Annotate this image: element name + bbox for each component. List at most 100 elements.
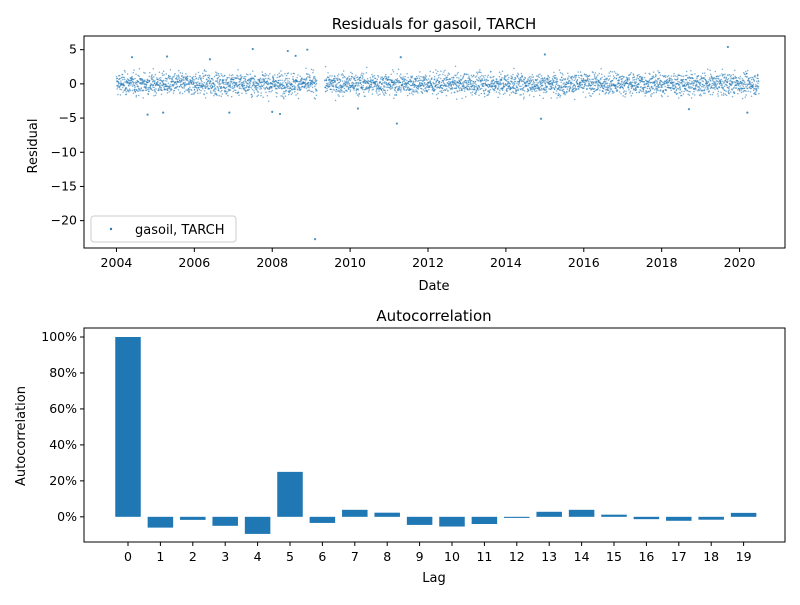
residual-point xyxy=(429,80,432,82)
residual-point xyxy=(282,96,285,99)
residual-point xyxy=(582,78,585,80)
residual-point xyxy=(237,75,239,77)
residual-point xyxy=(517,73,520,76)
residual-point xyxy=(409,79,411,81)
residual-point xyxy=(360,84,363,86)
residual-point xyxy=(615,72,617,75)
residual-point xyxy=(384,73,387,76)
residual-point xyxy=(229,84,232,86)
residual-point xyxy=(375,89,378,91)
residual-point xyxy=(220,91,222,93)
residual-point xyxy=(492,79,495,81)
residual-point xyxy=(362,76,364,78)
residual-point xyxy=(336,83,338,85)
residual-point xyxy=(178,77,180,80)
residual-point xyxy=(540,80,542,82)
residual-point xyxy=(355,74,357,76)
residual-point xyxy=(490,76,492,79)
residual-point xyxy=(230,81,232,84)
residual-point xyxy=(717,81,719,83)
autocorrelation-bar xyxy=(212,516,238,526)
residual-point xyxy=(591,78,593,81)
residual-point xyxy=(422,85,425,88)
residual-point xyxy=(362,73,365,75)
residual-point xyxy=(656,81,658,83)
residual-point xyxy=(288,82,290,85)
residual-point xyxy=(578,76,580,79)
residual-point xyxy=(463,80,465,83)
x-tick-label: 1 xyxy=(156,549,164,564)
residual-point xyxy=(325,90,327,93)
residual-point xyxy=(205,85,208,88)
residual-point xyxy=(671,78,673,81)
residual-point xyxy=(240,76,243,79)
residual-point xyxy=(178,76,180,78)
residual-point xyxy=(170,88,173,91)
residual-point xyxy=(583,80,585,82)
residual-point xyxy=(356,81,358,84)
residual-point xyxy=(154,91,156,93)
residual-point xyxy=(439,90,441,93)
residual-point xyxy=(136,89,138,91)
residual-point xyxy=(223,83,225,85)
residual-point xyxy=(632,74,635,76)
residual-point xyxy=(678,81,681,83)
residual-point xyxy=(513,82,516,85)
residual-point xyxy=(719,79,721,81)
residual-point xyxy=(737,80,739,83)
residual-point xyxy=(502,82,504,85)
residual-outlier-point xyxy=(543,53,546,56)
residual-point xyxy=(122,91,124,93)
residuals-x-label: Date xyxy=(418,279,449,294)
residual-point xyxy=(666,84,669,86)
residual-point xyxy=(154,94,157,97)
residual-point xyxy=(137,80,140,83)
residual-point xyxy=(380,76,382,78)
residual-point xyxy=(122,78,124,81)
residual-point xyxy=(165,83,167,85)
residual-point xyxy=(196,92,199,94)
residual-point xyxy=(276,85,279,87)
residual-point xyxy=(653,92,655,94)
residual-point xyxy=(522,80,525,83)
residual-point xyxy=(557,84,559,86)
residual-point xyxy=(701,72,704,74)
residual-point xyxy=(524,81,527,83)
residual-point xyxy=(147,79,149,81)
residual-point xyxy=(514,92,517,94)
residual-point xyxy=(628,79,631,81)
residual-point xyxy=(634,82,637,85)
residual-point xyxy=(480,80,483,82)
residual-point xyxy=(339,91,341,93)
residual-point xyxy=(496,78,498,81)
residual-point xyxy=(566,91,568,93)
residual-point xyxy=(346,90,348,92)
residual-point xyxy=(443,78,446,81)
residual-point xyxy=(633,78,636,81)
residual-point xyxy=(593,75,596,77)
residual-point xyxy=(443,82,446,85)
residual-point xyxy=(726,84,728,87)
residual-point xyxy=(398,85,401,87)
residual-point xyxy=(625,92,627,95)
residual-point xyxy=(744,70,747,73)
residual-point xyxy=(658,89,660,92)
residual-point xyxy=(147,86,150,89)
residual-point xyxy=(739,90,741,92)
residual-point xyxy=(603,75,606,77)
residual-point xyxy=(528,76,530,79)
residual-point xyxy=(181,72,184,75)
residual-point xyxy=(676,87,679,90)
residual-point xyxy=(654,79,657,81)
residual-point xyxy=(733,81,735,83)
residual-point xyxy=(280,74,283,76)
residual-point xyxy=(148,90,150,93)
residual-point xyxy=(615,87,617,90)
autocorrelation-bar xyxy=(309,516,336,523)
autocorrelation-bar xyxy=(147,516,174,528)
residual-point xyxy=(245,73,248,75)
residual-point xyxy=(366,87,369,90)
residual-point xyxy=(479,76,482,78)
residual-point xyxy=(380,86,382,88)
residual-point xyxy=(593,82,595,84)
